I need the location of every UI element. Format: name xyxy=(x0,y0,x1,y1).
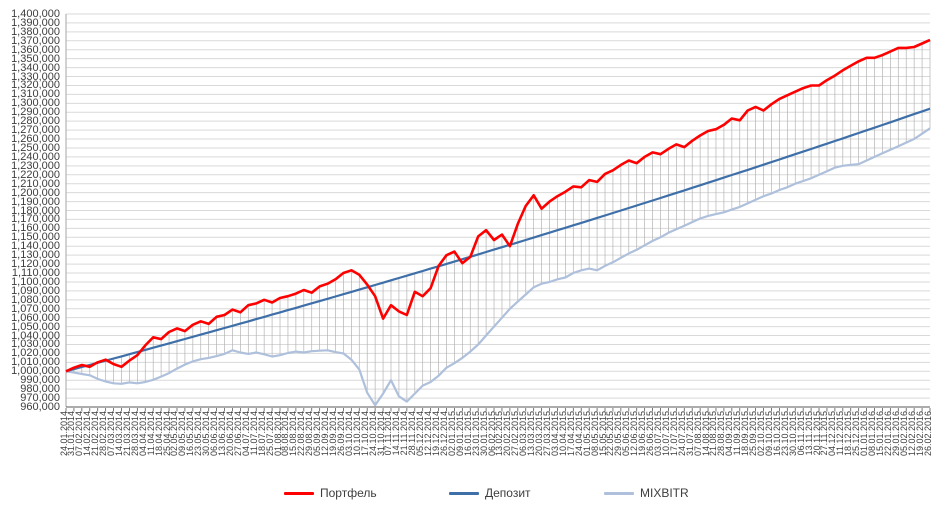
y-axis-label: 1,140,000 xyxy=(11,240,60,253)
y-axis-label: 1,150,000 xyxy=(11,231,60,244)
y-axis-label: 1,240,000 xyxy=(11,150,60,163)
series-line-MIXBITR[interactable] xyxy=(65,127,931,407)
y-axis-label: 970,000 xyxy=(20,392,60,405)
x-axis-label: 26.02.2016 xyxy=(922,411,933,457)
y-axis-label: 1,050,000 xyxy=(11,320,60,333)
y-axis-label: 1,070,000 xyxy=(11,302,60,315)
y-axis-label: 1,380,000 xyxy=(11,25,60,38)
legend-marker-mixbitr xyxy=(604,491,634,495)
y-axis-label: 1,250,000 xyxy=(11,141,60,154)
series-line-Депозит[interactable] xyxy=(65,107,931,373)
y-axis-label: 1,390,000 xyxy=(11,16,60,29)
series-line-Портфель[interactable] xyxy=(65,38,931,373)
y-axis-label: 1,110,000 xyxy=(11,267,60,280)
y-axis-label: 1,190,000 xyxy=(11,195,60,208)
y-axis-label: 1,080,000 xyxy=(11,293,60,306)
y-axis-label: 1,200,000 xyxy=(11,186,60,199)
y-axis-label: 1,280,000 xyxy=(11,115,60,128)
y-axis-label: 1,010,000 xyxy=(11,356,60,369)
y-axis-label: 1,000,000 xyxy=(11,365,60,378)
y-axis-label: 1,360,000 xyxy=(11,43,60,56)
legend-label-deposit: Депозит xyxy=(485,486,531,500)
y-axis-label: 1,180,000 xyxy=(11,204,60,217)
y-axis-label: 1,270,000 xyxy=(11,124,60,137)
legend-label-portfolio: Портфель xyxy=(320,486,377,500)
y-axis-label: 1,290,000 xyxy=(11,106,60,119)
y-axis-label: 1,100,000 xyxy=(11,275,60,288)
y-axis-label: 1,310,000 xyxy=(11,88,60,101)
y-axis-label: 1,030,000 xyxy=(11,338,60,351)
y-axis-label: 1,130,000 xyxy=(11,249,60,262)
legend-item-portfolio[interactable]: Портфель xyxy=(284,485,377,501)
legend-item-deposit[interactable]: Депозит xyxy=(449,485,531,501)
y-axis-label: 1,260,000 xyxy=(11,133,60,146)
y-axis-label: 1,160,000 xyxy=(11,222,60,235)
y-axis-label: 1,370,000 xyxy=(11,34,60,47)
legend-marker-portfolio xyxy=(284,491,314,495)
y-axis-label: 960,000 xyxy=(20,401,60,413)
y-axis-label: 1,170,000 xyxy=(11,213,60,226)
y-axis-label: 990,000 xyxy=(20,374,60,387)
legend-marker-deposit xyxy=(449,491,479,495)
y-axis-label: 1,340,000 xyxy=(11,61,60,74)
y-axis-label: 1,320,000 xyxy=(11,79,60,92)
y-axis-label: 1,230,000 xyxy=(11,159,60,172)
y-axis-label: 1,400,000 xyxy=(11,8,60,20)
y-axis-label: 1,090,000 xyxy=(11,284,60,297)
y-axis-label: 1,020,000 xyxy=(11,347,60,360)
y-axis-label: 1,350,000 xyxy=(11,52,60,65)
legend-item-mixbitr[interactable]: MIXBITR xyxy=(604,485,689,501)
legend-label-mixbitr: MIXBITR xyxy=(640,486,689,500)
y-axis-label: 1,330,000 xyxy=(11,70,60,83)
y-axis-label: 980,000 xyxy=(20,383,60,396)
y-axis-label: 1,300,000 xyxy=(11,97,60,110)
y-axis-label: 1,210,000 xyxy=(11,177,60,190)
y-axis-label: 1,060,000 xyxy=(11,311,60,324)
y-axis-label: 1,040,000 xyxy=(11,329,60,342)
y-axis-label: 1,120,000 xyxy=(11,258,60,271)
y-axis-label: 1,220,000 xyxy=(11,168,60,181)
